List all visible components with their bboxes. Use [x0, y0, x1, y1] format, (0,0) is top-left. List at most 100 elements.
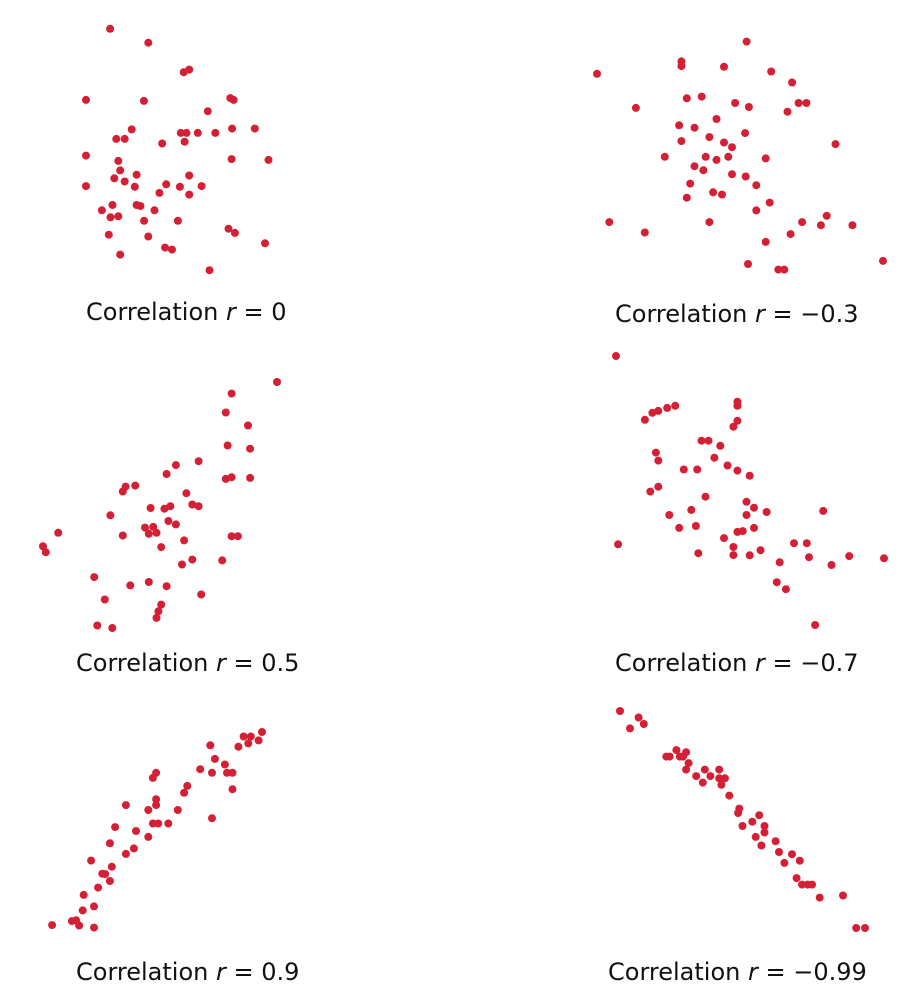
data-point: [120, 177, 129, 186]
data-point: [67, 917, 76, 926]
caption-r-0-5: Correlation r = 0.5: [76, 651, 299, 675]
data-point: [155, 188, 164, 197]
data-point: [194, 502, 203, 511]
caption-label: Correlation: [76, 649, 209, 677]
data-point: [158, 139, 167, 148]
data-point: [752, 181, 761, 190]
data-point: [141, 523, 149, 532]
data-point: [677, 62, 686, 71]
data-point: [197, 590, 206, 599]
data-point: [131, 481, 140, 490]
data-point: [690, 123, 699, 132]
data-point: [223, 441, 232, 450]
data-point: [728, 143, 736, 152]
data-point: [144, 529, 153, 538]
data-point: [101, 870, 110, 879]
data-point: [665, 752, 674, 761]
data-point: [839, 891, 847, 900]
scatter-panel-r-0: [82, 24, 273, 275]
data-point: [765, 198, 774, 207]
data-point: [614, 540, 623, 549]
data-point: [805, 553, 813, 562]
data-point: [82, 151, 90, 160]
data-point: [798, 218, 807, 227]
data-point: [616, 707, 624, 715]
data-point: [729, 422, 738, 431]
data-point: [104, 230, 113, 239]
data-point: [771, 837, 780, 846]
scatter-panel-r-neg-0-3: [593, 37, 887, 274]
data-point: [218, 556, 227, 565]
caption-variable: r: [215, 649, 226, 677]
data-point: [811, 621, 820, 629]
data-point: [106, 511, 115, 520]
data-point: [880, 554, 888, 563]
scatter-panel-r-neg-0-7: [612, 352, 888, 629]
data-point: [738, 527, 747, 536]
data-point: [130, 182, 139, 191]
data-point: [116, 250, 125, 259]
caption-r-0-9: Correlation r = 0.9: [76, 960, 299, 984]
data-point: [717, 780, 726, 789]
caption-value: = 0: [243, 298, 287, 326]
data-point: [264, 155, 273, 164]
caption-value: = 0.5: [233, 649, 300, 677]
data-point: [157, 600, 166, 609]
data-point: [861, 924, 869, 932]
data-point: [780, 265, 789, 274]
data-point: [697, 92, 706, 101]
data-point: [605, 218, 614, 227]
data-point: [744, 103, 753, 111]
data-point: [87, 856, 96, 865]
data-point: [692, 772, 701, 781]
data-point: [612, 352, 620, 360]
data-point: [750, 503, 758, 512]
caption-label: Correlation: [608, 958, 741, 986]
data-point: [144, 806, 153, 814]
data-point: [682, 765, 691, 774]
data-point: [852, 924, 861, 932]
data-point: [224, 224, 233, 233]
data-point: [663, 403, 672, 412]
caption-value: = −0.7: [772, 649, 859, 677]
data-point: [246, 732, 255, 741]
data-point: [701, 152, 710, 161]
data-point: [706, 772, 715, 781]
data-point: [684, 759, 693, 768]
data-point: [105, 877, 114, 885]
data-point: [196, 765, 205, 774]
data-point: [152, 795, 161, 804]
data-point: [182, 489, 191, 498]
data-point: [742, 497, 751, 506]
data-point: [144, 232, 153, 241]
data-point: [152, 801, 161, 810]
data-point: [725, 791, 734, 800]
data-point: [180, 788, 189, 797]
data-point: [646, 487, 655, 496]
data-point: [183, 781, 192, 790]
data-point: [750, 523, 758, 532]
data-point: [654, 482, 663, 491]
data-point: [154, 819, 163, 828]
caption-variable: r: [754, 300, 765, 328]
data-point: [742, 37, 751, 46]
data-point: [230, 228, 239, 237]
data-point: [258, 728, 266, 736]
data-point: [640, 228, 649, 237]
data-point: [160, 504, 169, 513]
caption-r-neg-0-99: Correlation r = −0.99: [608, 960, 867, 984]
data-point: [100, 595, 109, 604]
data-point: [118, 531, 127, 540]
data-point: [788, 850, 796, 859]
data-point: [767, 67, 776, 76]
data-point: [716, 441, 725, 450]
data-point: [775, 558, 784, 567]
data-point: [132, 170, 141, 179]
data-point: [848, 221, 857, 230]
data-point: [701, 492, 710, 501]
data-point: [741, 129, 750, 138]
data-point: [815, 893, 824, 902]
data-point: [698, 778, 707, 787]
data-point: [157, 543, 166, 552]
